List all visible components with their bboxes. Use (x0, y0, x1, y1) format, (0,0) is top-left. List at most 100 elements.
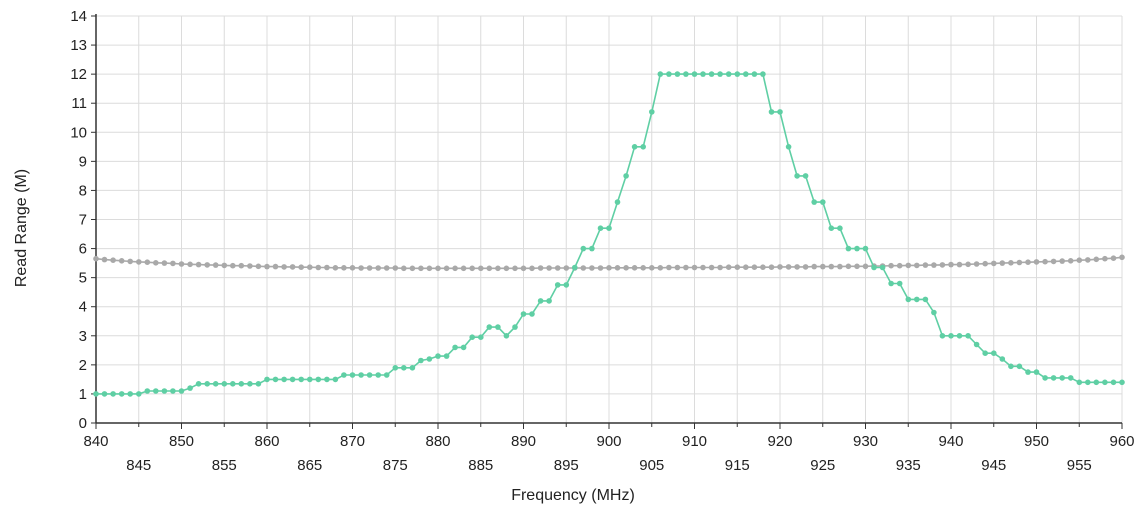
data-point (93, 391, 99, 397)
data-point (674, 264, 681, 271)
data-point (512, 324, 518, 330)
y-tick-label: 9 (79, 153, 87, 170)
data-point (1008, 363, 1014, 370)
data-point (785, 144, 792, 150)
data-point (554, 265, 561, 271)
data-point (230, 381, 236, 387)
data-point (375, 265, 382, 271)
data-point (982, 350, 988, 357)
data-point (298, 376, 305, 383)
data-point (914, 262, 920, 269)
x-tick-label: 855 (212, 457, 237, 474)
x-tick-label: 875 (383, 457, 408, 474)
data-point (751, 264, 758, 271)
data-point (537, 265, 544, 271)
data-point (101, 256, 108, 263)
data-point (973, 261, 980, 267)
data-point (170, 260, 176, 267)
data-point (272, 263, 279, 270)
data-point (281, 264, 287, 270)
data-point (820, 263, 826, 270)
x-tick-label: 860 (254, 433, 279, 450)
data-point (136, 259, 142, 265)
data-point (700, 71, 706, 77)
x-tick-label: 845 (126, 457, 151, 474)
data-point (845, 245, 852, 252)
data-point (991, 350, 997, 357)
data-point (751, 71, 758, 77)
data-point (221, 262, 228, 269)
data-point (495, 265, 501, 272)
x-tick-label: 840 (83, 433, 108, 450)
x-tick-label: 955 (1067, 457, 1092, 474)
y-tick-label: 13 (70, 37, 87, 54)
x-tick-label: 900 (596, 433, 621, 450)
data-point (896, 280, 903, 287)
data-point (358, 372, 364, 378)
data-point (589, 265, 595, 271)
data-point (383, 265, 390, 271)
data-point (426, 356, 433, 362)
x-tick-label: 905 (639, 457, 664, 474)
y-axis-title: Read Range (M) (13, 169, 30, 287)
data-point (888, 280, 894, 287)
data-point (743, 71, 749, 77)
data-point (879, 264, 886, 271)
data-point (418, 357, 424, 364)
data-point (204, 381, 210, 387)
x-tick-label: 940 (938, 433, 963, 450)
data-point (101, 391, 108, 397)
data-point (1119, 254, 1125, 261)
data-point (118, 258, 125, 264)
data-point (255, 263, 262, 270)
data-point (426, 265, 433, 272)
data-point (905, 262, 912, 269)
data-point (409, 365, 416, 371)
data-point (862, 263, 869, 270)
data-point (452, 265, 458, 272)
x-axis-title: Frequency (MHz) (511, 487, 635, 504)
data-point (999, 356, 1006, 362)
data-point (144, 388, 151, 394)
x-tick-label: 945 (981, 457, 1006, 474)
data-point (1050, 258, 1057, 265)
data-point (725, 71, 732, 77)
y-tick-label: 2 (79, 357, 87, 374)
data-point (443, 265, 450, 272)
data-point (614, 265, 621, 271)
data-point (768, 264, 775, 271)
data-point (375, 372, 382, 378)
data-point (896, 262, 903, 269)
data-point (349, 372, 356, 378)
data-point (580, 245, 587, 252)
data-point (93, 255, 99, 262)
data-point (931, 262, 937, 268)
data-point (1059, 375, 1065, 381)
data-point (666, 71, 672, 77)
data-point (871, 264, 877, 271)
data-point (888, 262, 894, 269)
data-point (401, 265, 407, 272)
data-point (811, 263, 817, 270)
data-point (495, 324, 501, 330)
data-point (178, 388, 185, 394)
data-point (1110, 379, 1117, 386)
data-point (332, 265, 339, 271)
x-tick-label: 960 (1109, 433, 1134, 450)
data-point (785, 264, 792, 270)
data-point (734, 264, 741, 271)
data-point (1016, 363, 1023, 370)
data-point (794, 264, 800, 270)
data-point (118, 391, 125, 397)
data-point (460, 344, 467, 351)
data-point (161, 260, 168, 266)
data-point (212, 262, 219, 268)
data-point (597, 265, 604, 271)
data-point (623, 265, 629, 271)
data-point (443, 353, 450, 359)
data-point (922, 262, 929, 268)
y-tick-label: 3 (79, 328, 87, 345)
x-tick-label: 870 (340, 433, 365, 450)
data-point (1042, 375, 1048, 381)
